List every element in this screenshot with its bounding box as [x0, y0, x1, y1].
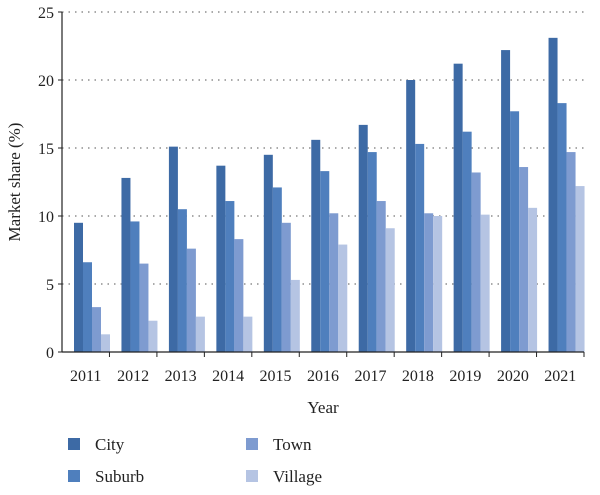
x-tick-label: 2016	[307, 368, 339, 385]
bar-suburb-2014	[225, 201, 235, 352]
x-tick-label: 2019	[449, 368, 481, 385]
bar-suburb-2018	[415, 143, 425, 352]
bar-village-2013	[195, 316, 205, 352]
y-tick-label: 20	[38, 73, 54, 90]
legend-swatch-suburb	[68, 470, 80, 482]
bar-city-2014	[216, 165, 226, 352]
x-tick-label: 2020	[497, 368, 529, 385]
x-tick-label: 2015	[260, 368, 292, 385]
bar-suburb-2013	[177, 209, 187, 352]
bar-city-2013	[168, 146, 178, 352]
bar-city-2019	[453, 63, 463, 353]
x-tick-label: 2011	[70, 368, 101, 385]
bar-village-2016	[338, 244, 348, 352]
legend-label-suburb: Suburb	[95, 467, 144, 486]
bar-town-2015	[281, 222, 291, 352]
bar-city-2020	[501, 50, 511, 353]
bar-city-2012	[121, 177, 131, 352]
bar-town-2021	[566, 152, 576, 352]
bar-town-2018	[424, 213, 434, 352]
bar-village-2015	[290, 279, 300, 352]
y-tick-label: 0	[46, 345, 54, 362]
bar-village-2014	[243, 316, 253, 352]
bar-village-2020	[528, 207, 538, 352]
y-tick-label: 10	[38, 209, 54, 226]
y-tick-label: 25	[38, 5, 54, 22]
bar-suburb-2015	[272, 187, 282, 352]
x-tick-label: 2014	[212, 368, 244, 385]
bar-city-2021	[548, 37, 558, 353]
legend-swatch-city	[68, 438, 80, 450]
y-tick-label: 15	[38, 141, 54, 158]
x-tick-label: 2018	[402, 368, 434, 385]
bar-city-2015	[263, 154, 273, 352]
x-tick-label: 2013	[165, 368, 197, 385]
bar-city-2017	[358, 124, 368, 352]
bar-suburb-2011	[83, 262, 92, 352]
bar-town-2013	[186, 248, 196, 352]
bar-city-2018	[406, 80, 416, 352]
x-axis-title: Year	[307, 398, 339, 417]
bar-city-2016	[311, 139, 321, 352]
bar-village-2018	[433, 216, 443, 352]
bar-suburb-2020	[510, 111, 520, 352]
bar-suburb-2012	[130, 221, 140, 352]
bar-town-2014	[234, 239, 244, 352]
bar-town-2016	[329, 213, 339, 352]
bar-suburb-2016	[320, 171, 330, 352]
bar-town-2017	[376, 201, 386, 352]
y-tick-label: 5	[46, 277, 54, 294]
bar-town-2011	[92, 307, 101, 352]
x-tick-label: 2021	[544, 368, 576, 385]
bar-town-2012	[139, 263, 149, 352]
bar-village-2011	[101, 334, 110, 352]
x-tick-label: 2017	[354, 368, 386, 385]
bar-suburb-2021	[557, 103, 567, 353]
bar-town-2019	[471, 172, 481, 352]
y-axis-title: Market share (%)	[5, 123, 24, 242]
x-tick-label: 2012	[117, 368, 149, 385]
legend-label-village: Village	[273, 467, 322, 486]
axes	[61, 12, 584, 353]
bar-city-2011	[74, 222, 83, 352]
bars	[74, 37, 585, 353]
bar-village-2017	[385, 228, 395, 352]
tick-labels: 0 5 10 15 20 25 2011 2012 2013 2014 2015 2016 2017 20…	[38, 5, 585, 385]
bar-village-2019	[480, 214, 490, 352]
bar-suburb-2017	[367, 152, 377, 352]
legend-swatch-village	[246, 470, 258, 482]
bar-town-2020	[519, 167, 529, 352]
legend: City Suburb Town Village	[68, 435, 322, 486]
legend-label-city: City	[95, 435, 125, 454]
bar-village-2012	[148, 320, 158, 352]
bar-village-2021	[575, 186, 585, 352]
legend-label-town: Town	[273, 435, 312, 454]
legend-swatch-town	[246, 438, 258, 450]
bar-suburb-2019	[462, 131, 472, 352]
